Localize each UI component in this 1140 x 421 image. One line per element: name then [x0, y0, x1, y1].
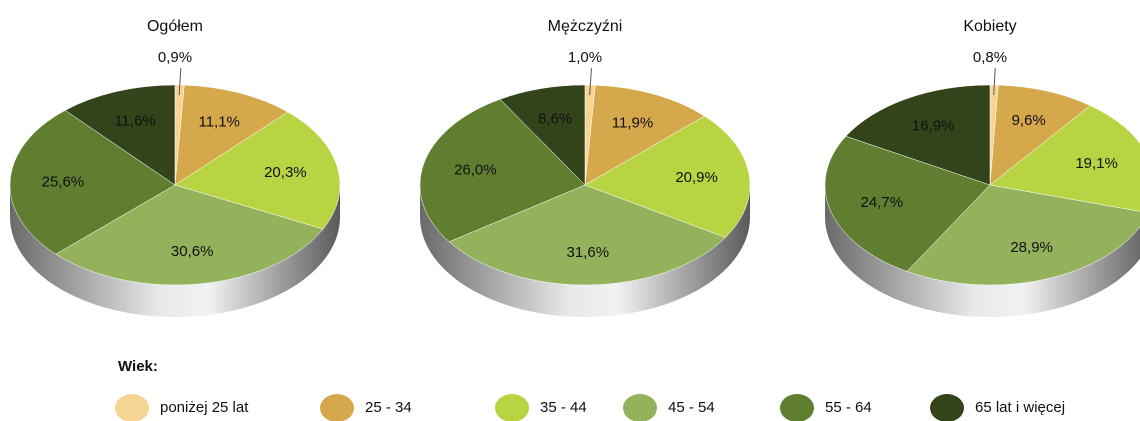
- legend-swatch: [115, 394, 149, 421]
- legend-swatch: [320, 394, 354, 421]
- pie-side: [825, 185, 1140, 317]
- legend-swatch: [780, 394, 814, 421]
- legend-swatch: [495, 394, 529, 421]
- chart-title: Kobiety: [963, 18, 1016, 35]
- data-label: 31,6%: [567, 244, 610, 261]
- data-label: 20,3%: [264, 164, 307, 181]
- legend-label: 25 - 34: [365, 399, 412, 416]
- chart-title: Mężczyźni: [548, 18, 623, 35]
- legend-swatch: [930, 394, 964, 421]
- data-label: 20,9%: [675, 169, 718, 186]
- data-label: 24,7%: [861, 194, 904, 211]
- pie-slice: [906, 184, 1140, 286]
- pie-slice: [174, 111, 341, 230]
- data-label: 8,6%: [538, 110, 572, 127]
- pie-slice: [419, 98, 586, 243]
- data-label: 9,6%: [1012, 112, 1046, 129]
- pie-slice: [584, 115, 751, 238]
- pie-slice: [174, 84, 289, 186]
- pie-side: [10, 185, 340, 317]
- legend-title: Wiek:: [118, 358, 158, 375]
- leader-line: [993, 68, 996, 96]
- data-label: 1,0%: [568, 49, 602, 66]
- data-label: 0,9%: [158, 49, 192, 66]
- data-label: 11,6%: [114, 112, 155, 129]
- pie-slice: [499, 84, 586, 186]
- data-label: 0,8%: [973, 49, 1007, 66]
- data-label: 25,6%: [42, 173, 85, 190]
- legend-label: 65 lat i więcej: [975, 399, 1065, 416]
- pie-slice: [989, 105, 1140, 212]
- data-label: 11,9%: [612, 114, 653, 131]
- pie-slice: [845, 84, 991, 186]
- data-label: 11,1%: [198, 113, 239, 130]
- pie-slice: [55, 184, 324, 286]
- legend-swatch: [623, 394, 657, 421]
- legend-label: 55 - 64: [825, 399, 872, 416]
- chart-title: Ogółem: [147, 18, 203, 35]
- pie-slice: [989, 84, 1091, 186]
- leader-line: [589, 68, 592, 96]
- pie-slice: [448, 184, 726, 286]
- data-label: 30,6%: [171, 243, 214, 260]
- legend-label: 35 - 44: [540, 399, 587, 416]
- pie-slice: [9, 110, 176, 255]
- data-label: 28,9%: [1010, 239, 1053, 256]
- pie-slice: [584, 84, 706, 186]
- legend-label: poniżej 25 lat: [160, 399, 249, 416]
- data-label: 19,1%: [1075, 155, 1118, 172]
- pie-slice: [824, 135, 991, 272]
- pie-side: [420, 185, 750, 317]
- leader-line: [178, 68, 182, 96]
- pie-slice: [64, 84, 176, 186]
- data-label: 16,9%: [912, 117, 955, 134]
- data-label: 26,0%: [454, 162, 497, 179]
- legend-label: 45 - 54: [668, 399, 715, 416]
